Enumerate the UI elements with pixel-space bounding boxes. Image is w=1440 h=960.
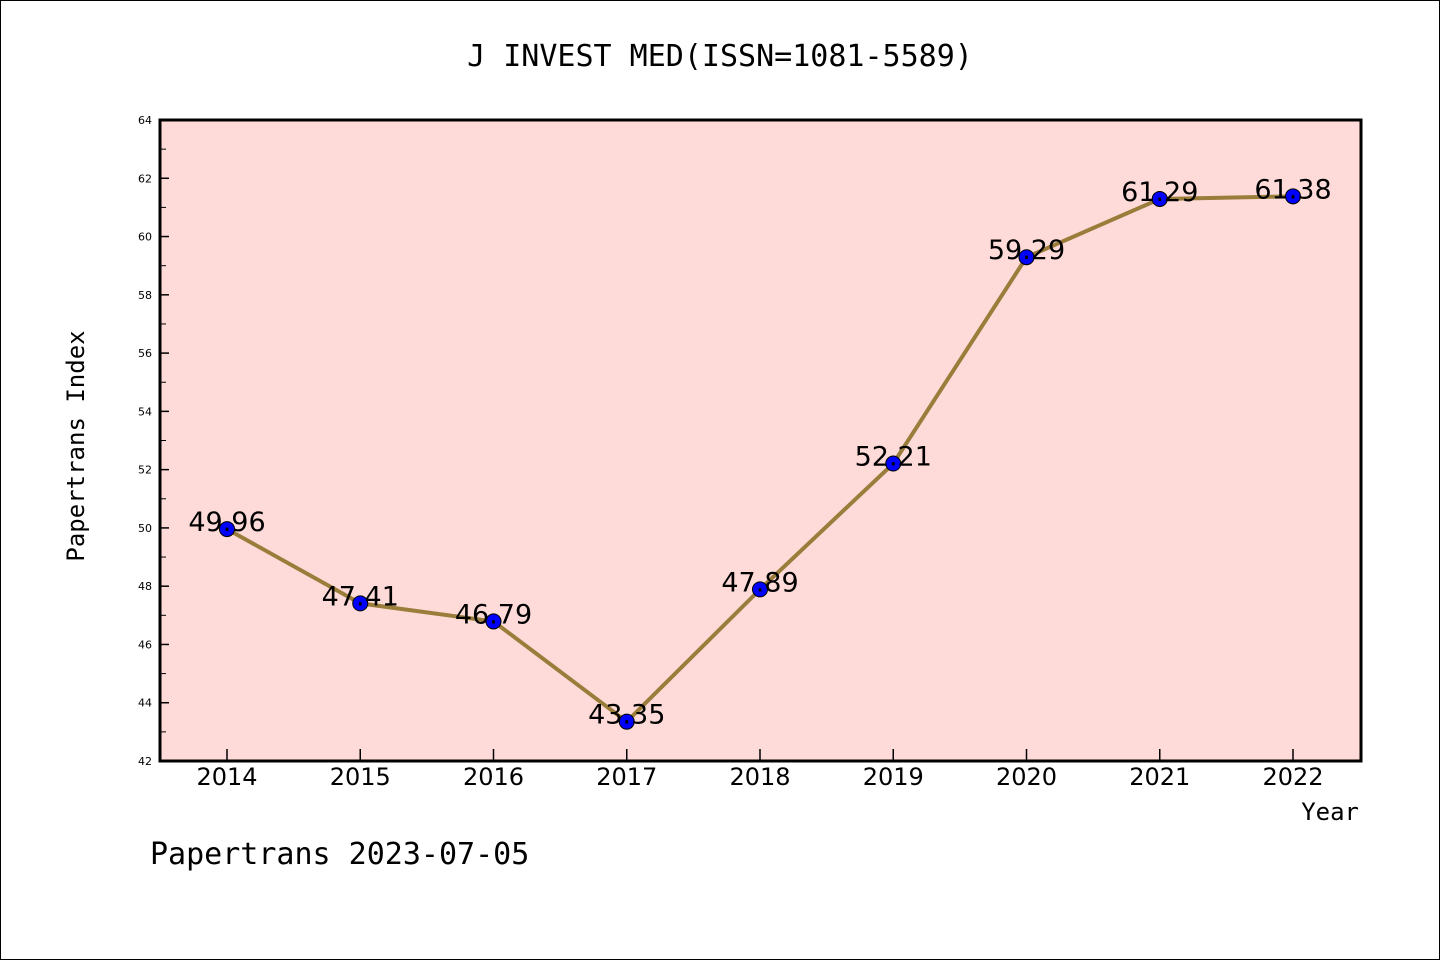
data-point [352, 595, 369, 612]
y-tick-label: 48 [138, 580, 152, 593]
data-point [1018, 249, 1035, 266]
x-axis-label: Year [1301, 798, 1359, 826]
x-tick-label: 2015 [330, 763, 391, 791]
x-tick-label: 2016 [463, 763, 524, 791]
y-tick-label: 42 [138, 755, 152, 768]
data-label: 61.38 [1254, 174, 1331, 205]
data-point [752, 581, 768, 598]
x-tick-label: 2018 [729, 763, 790, 791]
x-tick-label: 2019 [863, 763, 924, 791]
data-label: 49.96 [188, 507, 265, 538]
x-tick-label: 2014 [196, 763, 257, 791]
x-tick-label: 2020 [996, 763, 1057, 791]
plot-area [160, 120, 1361, 761]
y-tick-label: 60 [138, 231, 152, 244]
data-point [1285, 188, 1301, 205]
data-label: 47.89 [721, 567, 798, 598]
chart-title: J INVEST MED(ISSN=1081-5589) [467, 39, 973, 74]
y-tick-label: 56 [138, 347, 152, 360]
data-point [485, 613, 502, 630]
data-label: 47.41 [322, 581, 399, 612]
y-tick-label: 52 [138, 464, 152, 477]
y-tick-label: 46 [138, 638, 152, 651]
y-tick-label: 58 [138, 289, 152, 302]
plot-border [158, 118, 1363, 763]
data-point [885, 455, 902, 472]
y-tick-label: 64 [138, 114, 152, 127]
x-tick-label: 2017 [596, 763, 657, 791]
data-point [618, 713, 635, 730]
y-tick-label: 50 [138, 522, 152, 535]
data-point [1151, 190, 1168, 207]
footer-credit: Papertrans 2023-07-05 [150, 837, 529, 872]
y-tick-label: 54 [138, 405, 152, 418]
data-label: 46.79 [455, 599, 532, 630]
data-label: 43.35 [588, 700, 665, 731]
data-label: 52.21 [855, 442, 932, 473]
data-label: 59.29 [988, 235, 1065, 266]
x-axis-ticks: 2014 2015 2016 2017 2018 2019 2020 2021 2022 [196, 749, 1324, 791]
x-tick-label: 2022 [1262, 763, 1323, 791]
data-labels: 49.96 47.41 46.79 43.35 47.89 52.21 59.29 61.29… [188, 174, 1331, 730]
y-tick-label: 62 [138, 172, 152, 185]
y-tick-label: 44 [138, 697, 152, 710]
data-label: 61.29 [1121, 177, 1198, 208]
y-axis-label: Papertrans Index [62, 330, 90, 561]
series-markers [219, 188, 1301, 730]
x-tick-label: 2021 [1129, 763, 1190, 791]
data-point [219, 521, 235, 538]
